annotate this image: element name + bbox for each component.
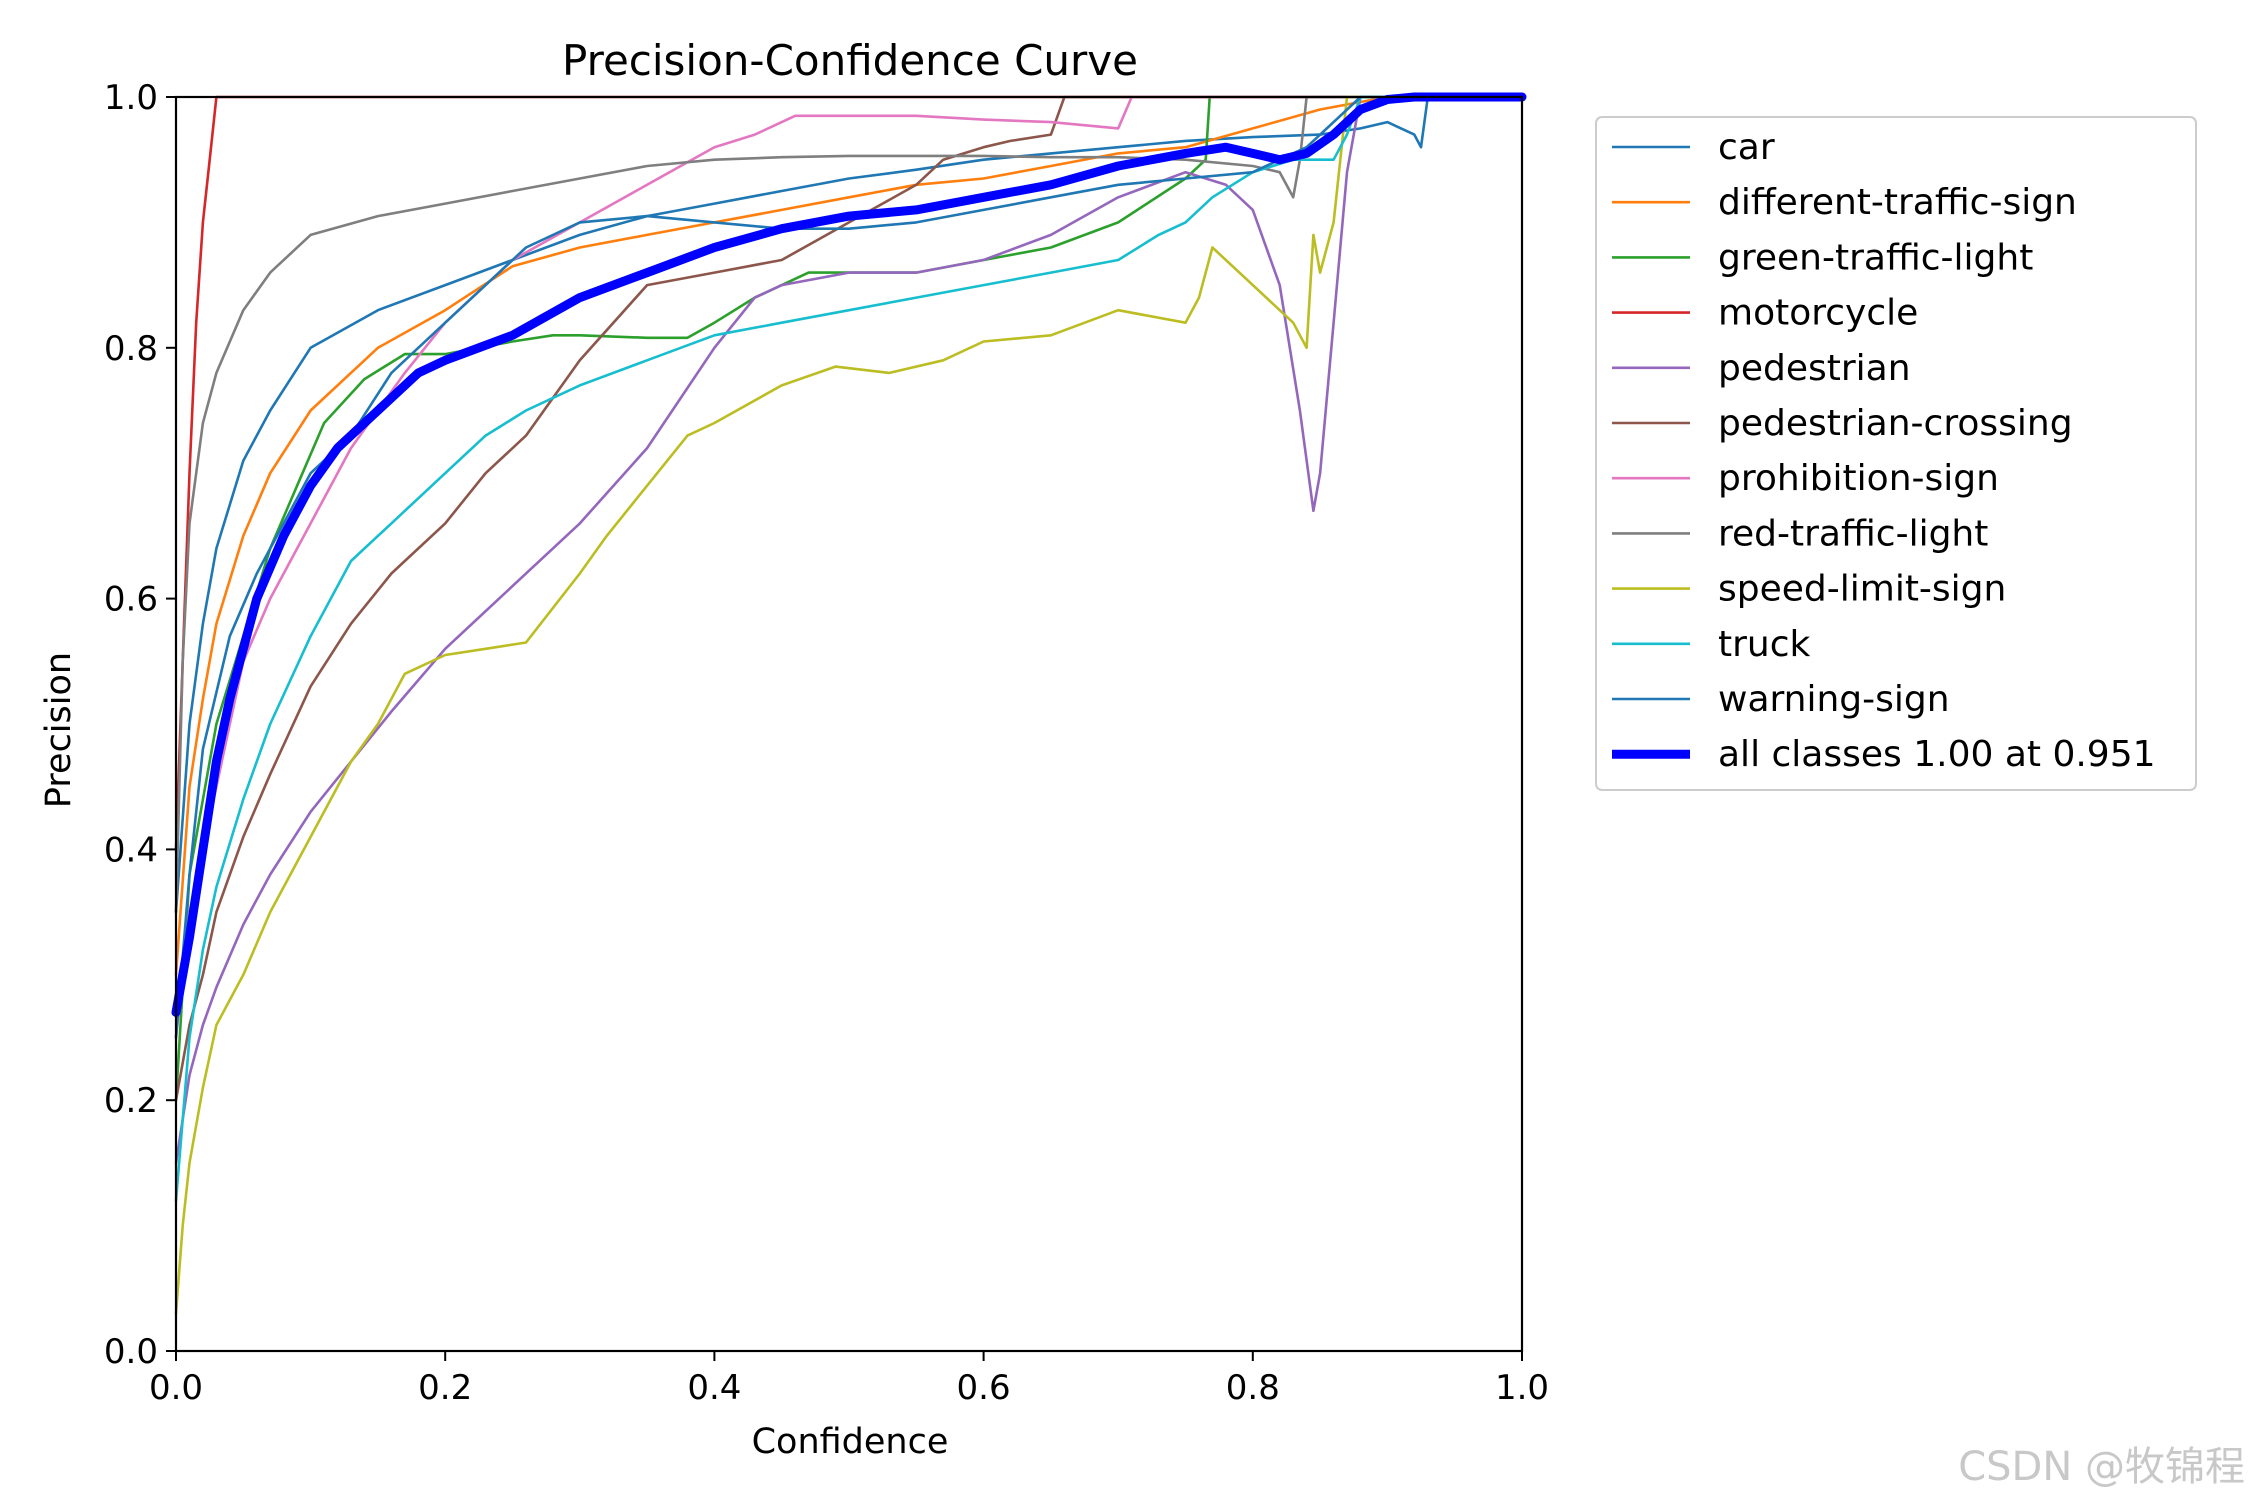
x-tick-label: 0.2 xyxy=(418,1368,472,1408)
x-axis-label: Confidence xyxy=(752,1422,949,1462)
legend-label: prohibition-sign xyxy=(1718,458,1999,499)
y-tick-label: 0.0 xyxy=(104,1332,158,1372)
y-tick-label: 0.6 xyxy=(104,580,158,620)
legend-label: speed-limit-sign xyxy=(1718,569,2006,610)
series-line-red-traffic-light xyxy=(174,95,1524,914)
y-tick-label: 1.0 xyxy=(104,78,158,118)
legend-label: all classes 1.00 at 0.951 xyxy=(1718,734,2156,775)
legend-label: red-traffic-light xyxy=(1718,513,1988,554)
y-tick-label: 0.8 xyxy=(104,329,158,369)
x-tick-label: 0.6 xyxy=(957,1368,1011,1408)
y-axis-ticks: 0.0 0.2 0.4 0.6 0.8 1.0 xyxy=(104,78,176,1372)
series-line-green-traffic-light xyxy=(174,95,1524,1102)
legend-label: pedestrian-crossing xyxy=(1718,403,2073,444)
series-line-all-classes-1-00-at-0-951 xyxy=(171,92,1527,1017)
legend-label: warning-sign xyxy=(1718,679,1950,720)
legend-label: motorcycle xyxy=(1718,293,1918,334)
legend: car different-traffic-sign green-traffic-l… xyxy=(1595,116,2197,791)
plot-area xyxy=(171,92,1527,1353)
x-axis-ticks: 0.0 0.2 0.4 0.6 0.8 1.0 xyxy=(149,1351,1549,1408)
x-tick-label: 0.0 xyxy=(149,1368,203,1408)
series-line-truck xyxy=(174,95,1524,1202)
y-tick-label: 0.2 xyxy=(104,1081,158,1121)
legend-label: green-traffic-light xyxy=(1718,237,2033,278)
series-line-warning-sign xyxy=(174,95,1524,1039)
legend-label: car xyxy=(1718,127,1775,168)
series-line-pedestrian-crossing xyxy=(174,95,1524,1102)
series-line-pedestrian xyxy=(174,95,1524,1165)
axes-frame xyxy=(174,95,1524,1353)
y-tick-label: 0.4 xyxy=(104,830,158,870)
y-axis-label: Precision xyxy=(39,652,79,808)
series-line-car xyxy=(174,95,1524,914)
legend-box xyxy=(1595,116,2197,791)
series-line-different-traffic-sign xyxy=(174,95,1524,977)
legend-label: pedestrian xyxy=(1718,348,1911,389)
series-line-prohibition-sign xyxy=(174,95,1524,1039)
x-tick-label: 0.8 xyxy=(1226,1368,1280,1408)
x-tick-label: 1.0 xyxy=(1495,1368,1549,1408)
chart-title: Precision-Confidence Curve xyxy=(562,36,1138,85)
watermark: CSDN @牧锦程 xyxy=(1958,1444,2245,1490)
series-line-speed-limit-sign xyxy=(174,95,1524,1315)
legend-label: truck xyxy=(1718,624,1811,665)
x-tick-label: 0.4 xyxy=(687,1368,741,1408)
legend-label: different-traffic-sign xyxy=(1718,182,2077,223)
